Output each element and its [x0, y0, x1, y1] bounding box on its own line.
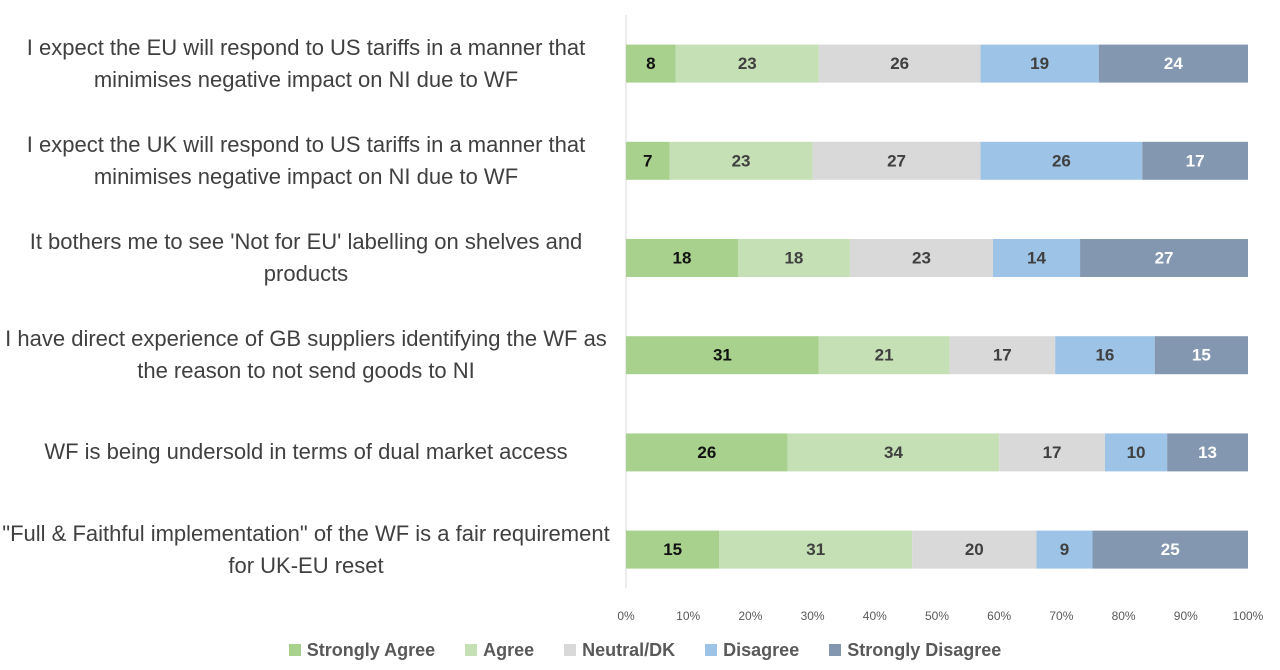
legend-item: Strongly Disagree [829, 638, 1001, 662]
category-label: I expect the UK will respond to US tarif… [26, 131, 586, 189]
bar-segment [849, 239, 993, 277]
bar-segment [812, 141, 981, 180]
data-label: 15 [663, 540, 682, 559]
legend-item: Neutral/DK [564, 638, 675, 662]
data-label: 26 [697, 443, 716, 462]
data-label: 18 [784, 248, 803, 267]
bar-segment [992, 239, 1081, 277]
x-tick-label: 100% [1233, 609, 1264, 623]
data-label: 20 [965, 540, 984, 559]
x-tick-label: 10% [676, 609, 700, 623]
data-label: 26 [1052, 151, 1071, 170]
data-label: 10 [1127, 443, 1146, 462]
legend-swatch [564, 644, 577, 656]
legend-label: Strongly Agree [306, 639, 436, 660]
data-label: 27 [1155, 248, 1174, 267]
x-tick-label: 90% [1174, 609, 1198, 623]
category-label: "Full & Faithful implementation" of the … [2, 520, 610, 578]
bar-segment [980, 44, 1099, 83]
data-label: 14 [1027, 248, 1046, 267]
x-tick-label: 40% [863, 609, 887, 623]
legend-swatch [705, 644, 718, 656]
bar-segment [669, 141, 813, 180]
bar-segment [626, 44, 676, 83]
x-tick-label: 30% [801, 609, 825, 623]
data-label: 23 [738, 54, 757, 73]
x-tick-label: 60% [987, 609, 1011, 623]
bar-segment [719, 530, 913, 569]
bar-segment [818, 44, 981, 83]
legend-item: Strongly Agree [288, 638, 436, 662]
bar-segment [912, 530, 1037, 569]
data-label: 17 [1186, 151, 1205, 170]
bar-segment [949, 336, 1056, 375]
data-label: 19 [1030, 54, 1049, 73]
bar-segment [1055, 336, 1155, 375]
x-tick-label: 20% [738, 609, 762, 623]
bar-segment [626, 336, 819, 375]
bar-segment [1092, 530, 1248, 569]
data-label: 31 [806, 540, 825, 559]
legend-label: Disagree [723, 639, 800, 660]
data-label: 23 [912, 248, 931, 267]
bar-segment [1142, 141, 1248, 180]
category-label: I have direct experience of GB suppliers… [5, 326, 607, 384]
data-label: 9 [1060, 540, 1069, 559]
legend-label: Agree [483, 639, 535, 660]
bar-segment [1098, 44, 1248, 83]
bar-segment [1104, 433, 1168, 472]
category-label: I expect the EU will respond to US tarif… [26, 34, 586, 92]
data-label: 15 [1192, 346, 1211, 365]
data-label: 23 [732, 151, 751, 170]
bar-segment [675, 44, 819, 83]
bar-segment [626, 433, 788, 472]
data-label: 25 [1161, 540, 1180, 559]
category-label: It bothers me to see 'Not for EU' labell… [29, 229, 583, 286]
legend-item: Disagree [705, 638, 799, 662]
data-label: 16 [1095, 346, 1114, 365]
legend-label: Neutral/DK [582, 639, 676, 660]
bar-segment [626, 530, 720, 569]
data-label: 7 [643, 151, 652, 170]
data-label: 26 [890, 54, 909, 73]
data-label: 17 [993, 346, 1012, 365]
bar-segment [626, 239, 738, 277]
bar-segment [1080, 239, 1248, 277]
bar-segment [1036, 530, 1093, 569]
bar-segment [999, 433, 1105, 472]
category-label: WF is being undersold in terms of dual m… [44, 439, 568, 465]
legend-swatch [829, 644, 842, 656]
bar-segment [818, 336, 950, 375]
bar-segment [787, 433, 1000, 472]
bar-segment [626, 141, 670, 180]
data-label: 24 [1164, 54, 1183, 73]
x-tick-label: 0% [617, 609, 635, 623]
legend-label: Strongly Disagree [847, 639, 1002, 660]
legend-item: Agree [465, 638, 534, 662]
data-label: 31 [713, 346, 732, 365]
data-label: 34 [884, 443, 903, 462]
data-label: 8 [646, 54, 655, 73]
x-tick-label: 70% [1049, 609, 1073, 623]
bar-segment [1167, 433, 1248, 472]
legend: Strongly Agree Agree Neutral/DK Disagree Str… [0, 638, 1280, 662]
legend-swatch [465, 644, 478, 656]
bar-segment [737, 239, 850, 277]
x-tick-label: 80% [1112, 609, 1136, 623]
data-label: 18 [673, 248, 692, 267]
data-label: 27 [887, 151, 906, 170]
data-label: 21 [875, 346, 894, 365]
data-label: 17 [1043, 443, 1062, 462]
bar-segment [980, 141, 1143, 180]
data-label: 13 [1198, 443, 1217, 462]
bar-segment [1154, 336, 1248, 375]
x-tick-label: 50% [925, 609, 949, 623]
legend-swatch [288, 644, 301, 656]
